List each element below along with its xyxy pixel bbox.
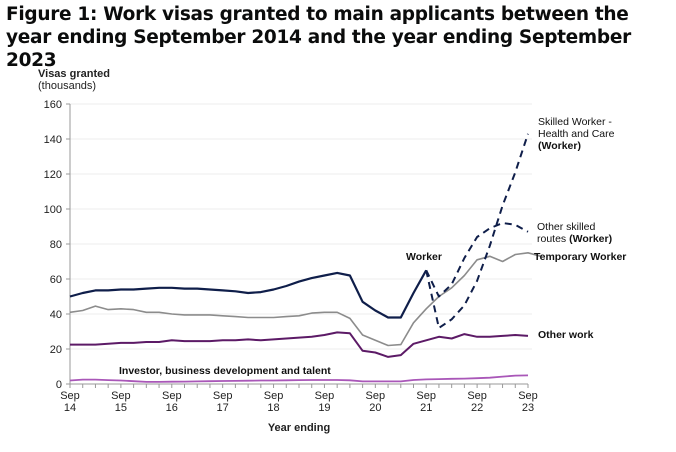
x-tick-label: Sep <box>111 390 131 402</box>
x-tick-label: 18 <box>267 402 279 414</box>
figure-title: Figure 1: Work visas granted to main app… <box>6 4 631 71</box>
y-tick-label: 140 <box>44 134 62 146</box>
x-tick-labels: Sep14Sep15Sep16Sep17Sep18Sep19Sep20Sep21… <box>60 390 538 414</box>
y-tick-label: 120 <box>44 169 62 181</box>
x-tick-label: Sep <box>467 390 487 402</box>
label-investor: Investor, business development and talen… <box>119 365 331 377</box>
y-tick-label: 80 <box>50 239 62 251</box>
label-other-skilled-routes: Other skilled <box>537 221 596 233</box>
y-tick-label: 60 <box>50 274 62 286</box>
series-labels: Worker Skilled Worker -Health and Care(Wo… <box>119 116 626 377</box>
x-tick-label: Sep <box>315 390 335 402</box>
series-lines <box>69 133 541 383</box>
series-line-worker <box>69 269 428 319</box>
series-line-other-work <box>70 331 529 358</box>
axes <box>66 103 529 388</box>
x-tick-label: Sep <box>366 390 386 402</box>
gridlines <box>70 103 532 350</box>
x-tick-label: Sep <box>162 390 182 402</box>
series-line-skilled-worker-health-and-care-worker <box>425 133 529 329</box>
y-tick-label: 100 <box>44 204 62 216</box>
label-worker: Worker <box>406 251 442 263</box>
x-tick-label: 19 <box>318 402 330 414</box>
x-tick-label: 22 <box>471 402 483 414</box>
series-line-temporary-worker <box>69 252 541 347</box>
x-tick-label: 17 <box>217 402 229 414</box>
y-tick-label: 20 <box>50 344 62 356</box>
series-line-other-skilled-routes-worker <box>425 222 529 298</box>
x-tick-label: Sep <box>264 390 284 402</box>
x-tick-label: 14 <box>64 402 76 414</box>
label-temporary-worker: Temporary Worker <box>534 251 626 263</box>
x-tick-label: Sep <box>518 390 538 402</box>
y-tick-labels: 0 20 40 60 80 100 120 140 160 <box>44 99 62 391</box>
y-tick-label: 40 <box>50 309 62 321</box>
x-tick-label: 20 <box>369 402 381 414</box>
x-tick-label: 23 <box>522 402 534 414</box>
x-tick-label: 15 <box>115 402 127 414</box>
x-tick-label: Sep <box>60 390 80 402</box>
y-tick-label: 0 <box>56 379 62 391</box>
x-axis-label: Year ending <box>268 422 330 434</box>
y-axis-sublabel: (thousands) <box>38 80 96 92</box>
series-line-investor-business-development-and-talent <box>69 374 529 383</box>
label-other-skilled-routes: routes (Worker) <box>537 233 612 245</box>
x-tick-label: Sep <box>416 390 436 402</box>
label-skilled-worker-health-care: Health and Care <box>538 128 615 140</box>
x-tick-label: 16 <box>166 402 178 414</box>
y-tick-label: 160 <box>44 99 62 111</box>
y-axis-label: Visas granted <box>38 68 110 80</box>
x-tick-label: Sep <box>213 390 233 402</box>
label-skilled-worker-health-care: Skilled Worker - <box>538 116 612 128</box>
label-skilled-worker-health-care: (Worker) <box>538 140 581 152</box>
x-tick-label: 21 <box>420 402 432 414</box>
label-other-work: Other work <box>538 329 594 341</box>
